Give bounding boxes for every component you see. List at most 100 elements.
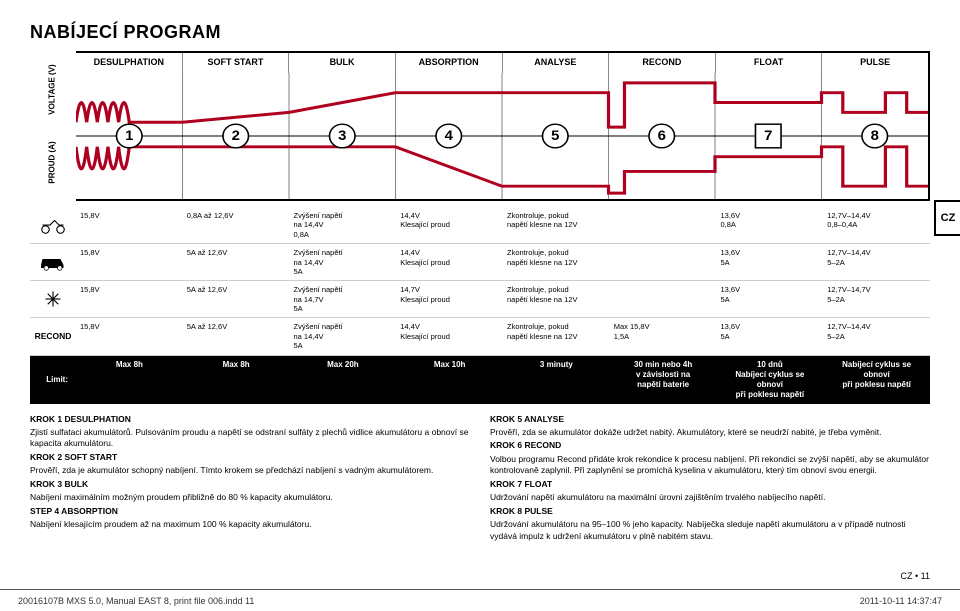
cell: 5A až 12,6V	[183, 318, 290, 354]
phase-marker: 5	[542, 124, 568, 148]
cell: Zvýšení napětína 14,4V5A	[290, 318, 397, 354]
cell: Zkontroluje, pokudnapětí klesne na 12V	[503, 318, 610, 354]
phase-marker: 7	[755, 124, 781, 148]
limit-cell: 30 min nebo 4hv závislosti nanapětí bate…	[610, 356, 717, 404]
recond-label: RECOND	[30, 318, 76, 354]
step-title: KROK 3 BULK	[30, 479, 88, 489]
phase-marker: 8	[862, 124, 888, 148]
right-column: KROK 5 ANALYSE Prověří, zda se akumuláto…	[490, 414, 930, 545]
moto-icon	[30, 207, 76, 243]
cell: 12,7V–14,7V5–2A	[823, 281, 930, 317]
phase-marker: 3	[329, 124, 355, 148]
limit-cell: 10 dnůNabíjecí cyklus seobnovípři pokles…	[717, 356, 824, 404]
cell: 13,6V5A	[717, 244, 824, 280]
step-body: Prověří, zda se akumulátor dokáže udržet…	[490, 427, 930, 438]
table-row: 15,8V 5A až 12,6V Zvýšení napětína 14,4V…	[30, 244, 930, 281]
cell: Zkontroluje, pokudnapětí klesne na 12V	[503, 207, 610, 243]
step-body: Nabíjení klesajícím proudem až na maximu…	[30, 519, 470, 530]
phase-label: DESULPHATION	[76, 53, 183, 73]
step-body: Udržování napětí akumulátoru na maximáln…	[490, 492, 930, 503]
step-title: STEP 4 ABSORPTION	[30, 506, 118, 516]
footer-bar: 20016107B MXS 5.0, Manual EAST 8, print …	[0, 589, 960, 611]
svg-text:3: 3	[338, 128, 346, 143]
cell: 12,7V–14,4V5–2A	[823, 244, 930, 280]
cell: 5A až 12,6V	[183, 244, 290, 280]
svg-text:4: 4	[445, 128, 453, 143]
limit-cell: Max 8h	[183, 356, 290, 404]
page-number: CZ • 11	[901, 571, 931, 581]
cell: 5A až 12,6V	[183, 281, 290, 317]
cell: Zvýšení napětína 14,4V0,8A	[290, 207, 397, 243]
step-title: KROK 6 RECOND	[490, 440, 561, 450]
phase-label: ABSORPTION	[396, 53, 503, 73]
phase-headers: DESULPHATION SOFT START BULK ABSORPTION …	[76, 53, 928, 73]
snowflake-icon	[30, 281, 76, 317]
cell: Zvýšení napětína 14,7V5A	[290, 281, 397, 317]
phase-marker: 1	[116, 124, 142, 148]
cell	[610, 207, 717, 243]
cell: Zvýšení napětína 14,4V5A	[290, 244, 397, 280]
spec-table: 15,8V 0,8A až 12,6V Zvýšení napětína 14,…	[30, 207, 930, 404]
language-tab: CZ	[934, 200, 960, 236]
step-title: KROK 2 SOFT START	[30, 452, 117, 462]
step-body: Udržování akumulátoru na 95–100 % jeho k…	[490, 519, 930, 542]
svg-text:1: 1	[125, 128, 133, 143]
step-title: KROK 7 FLOAT	[490, 479, 552, 489]
svg-text:2: 2	[232, 128, 240, 143]
phase-label: BULK	[289, 53, 396, 73]
cell: 13,6V5A	[717, 318, 824, 354]
phase-label: RECOND	[609, 53, 716, 73]
table-row: 15,8V 5A až 12,6V Zvýšení napětína 14,7V…	[30, 281, 930, 318]
step-title: KROK 1 DESULPHATION	[30, 414, 131, 424]
step-body: Zjistí sulfataci akumulátorů. Pulsováním…	[30, 427, 470, 450]
car-icon	[30, 244, 76, 280]
step-title: KROK 5 ANALYSE	[490, 414, 564, 424]
limit-cell: Max 8h	[76, 356, 183, 404]
cell: 14,4VKlesající proud	[396, 318, 503, 354]
cell: 13,6V0,8A	[717, 207, 824, 243]
step-body: Nabíjení maximálním možným proudem přibl…	[30, 492, 470, 503]
phase-marker: 2	[223, 124, 249, 148]
footer-time: 2011-10-11 14:37:47	[860, 596, 942, 606]
cell: 15,8V	[76, 207, 183, 243]
chart-svg: 1 2 3 4 5 6 7 8	[76, 73, 928, 199]
cell: 15,8V	[76, 244, 183, 280]
step-body: Prověří, zda je akumulátor schopný nabíj…	[30, 465, 470, 476]
cell: 14,7VKlesající proud	[396, 281, 503, 317]
cell	[610, 281, 717, 317]
cell: 13,6V5A	[717, 281, 824, 317]
cell: Zkontroluje, pokudnapětí klesne na 12V	[503, 244, 610, 280]
limit-cell: Nabíjecí cyklus seobnovípři poklesu napě…	[823, 356, 930, 404]
step-body: Volbou programu Recond přidáte krok reko…	[490, 454, 930, 477]
left-column: KROK 1 DESULPHATION Zjistí sulfataci aku…	[30, 414, 470, 545]
phase-label: SOFT START	[183, 53, 290, 73]
svg-text:8: 8	[871, 128, 879, 143]
cell: 15,8V	[76, 318, 183, 354]
cell: Zkontroluje, pokudnapětí klesne na 12V	[503, 281, 610, 317]
charging-chart: VOLTAGE (V) PROUD (A) DESULPHATION SOFT …	[76, 51, 930, 201]
table-row: 15,8V 0,8A až 12,6V Zvýšení napětína 14,…	[30, 207, 930, 244]
footer-file: 20016107B MXS 5.0, Manual EAST 8, print …	[18, 596, 254, 606]
cell: Max 15,8V1,5A	[610, 318, 717, 354]
limit-row: Limit: Max 8h Max 8h Max 20h Max 10h 3 m…	[30, 356, 930, 404]
step-title: KROK 8 PULSE	[490, 506, 553, 516]
phase-marker: 4	[436, 124, 462, 148]
phase-label: FLOAT	[716, 53, 823, 73]
svg-text:6: 6	[658, 128, 666, 143]
phase-label: PULSE	[822, 53, 928, 73]
limit-cell: Max 10h	[396, 356, 503, 404]
cell: 14,4VKlesající proud	[396, 244, 503, 280]
cell: 12,7V–14,4V5–2A	[823, 318, 930, 354]
phase-label: ANALYSE	[503, 53, 610, 73]
svg-text:5: 5	[551, 128, 559, 143]
cell: 15,8V	[76, 281, 183, 317]
limit-cell: Max 20h	[290, 356, 397, 404]
axis-voltage-label: VOLTAGE (V)	[30, 53, 74, 126]
limit-label: Limit:	[30, 356, 76, 404]
cell: 0,8A až 12,6V	[183, 207, 290, 243]
axis-current-label: PROUD (A)	[30, 126, 74, 199]
svg-text:7: 7	[764, 128, 772, 143]
page-title: NABÍJECÍ PROGRAM	[30, 22, 930, 43]
phase-marker: 6	[649, 124, 675, 148]
cell	[610, 244, 717, 280]
